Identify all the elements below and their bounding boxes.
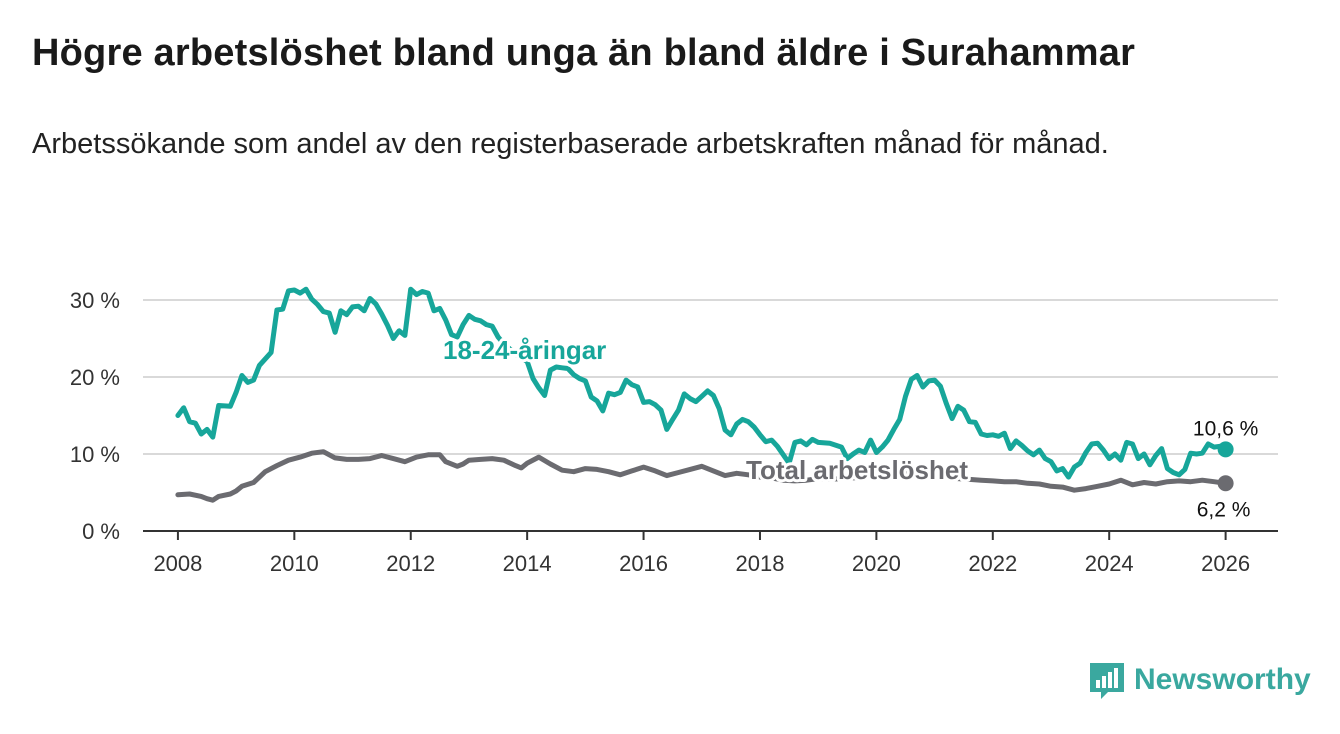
x-tick-label: 2026 bbox=[1201, 551, 1250, 576]
x-tick-label: 2008 bbox=[153, 551, 202, 576]
y-axis: 0 % 10 % 20 % 30 % bbox=[70, 288, 120, 544]
series-line-total-arbetsl-shet bbox=[175, 449, 1229, 503]
x-tick-label: 2010 bbox=[270, 551, 319, 576]
end-value-label-total: 6,2 % bbox=[1197, 498, 1251, 521]
x-tick-label: 2018 bbox=[735, 551, 784, 576]
x-tick-label: 2012 bbox=[386, 551, 435, 576]
chart-subtitle: Arbetssökande som andel av den registerb… bbox=[32, 128, 1109, 160]
bar-chart-logo-icon bbox=[1090, 663, 1124, 699]
series-label-total: Total arbetslöshet bbox=[746, 455, 968, 485]
brand-name: Newsworthy bbox=[1134, 663, 1311, 696]
x-axis: 2008 2010 2012 2014 2016 2018 2020 2022 2024 2026 bbox=[143, 530, 1278, 576]
x-tick-label: 2020 bbox=[852, 551, 901, 576]
y-tick-label: 0 % bbox=[82, 519, 120, 544]
newsworthy-brand: Newsworthy bbox=[1088, 660, 1311, 700]
series-end-point bbox=[1217, 475, 1234, 492]
series-label-youth: 18-24-åringar bbox=[443, 335, 606, 365]
x-tick-label: 2022 bbox=[968, 551, 1017, 576]
series-end-point bbox=[1217, 441, 1234, 458]
series-line-18-24-ringar bbox=[175, 286, 1229, 480]
y-tick-label: 10 % bbox=[70, 442, 120, 467]
grid-lines bbox=[143, 299, 1278, 455]
y-tick-label: 30 % bbox=[70, 288, 120, 313]
x-tick-label: 2024 bbox=[1085, 551, 1134, 576]
series-labels: 18-24-åringar Total arbetslöshet 10,6 % 6,2… bbox=[440, 332, 1258, 521]
end-value-label-youth: 10,6 % bbox=[1193, 417, 1258, 440]
chart-title: Högre arbetslöshet bland unga än bland ä… bbox=[32, 32, 1136, 74]
x-tick-label: 2014 bbox=[503, 551, 552, 576]
x-tick-label: 2016 bbox=[619, 551, 668, 576]
y-tick-label: 20 % bbox=[70, 365, 120, 390]
series-lines bbox=[175, 286, 1234, 503]
